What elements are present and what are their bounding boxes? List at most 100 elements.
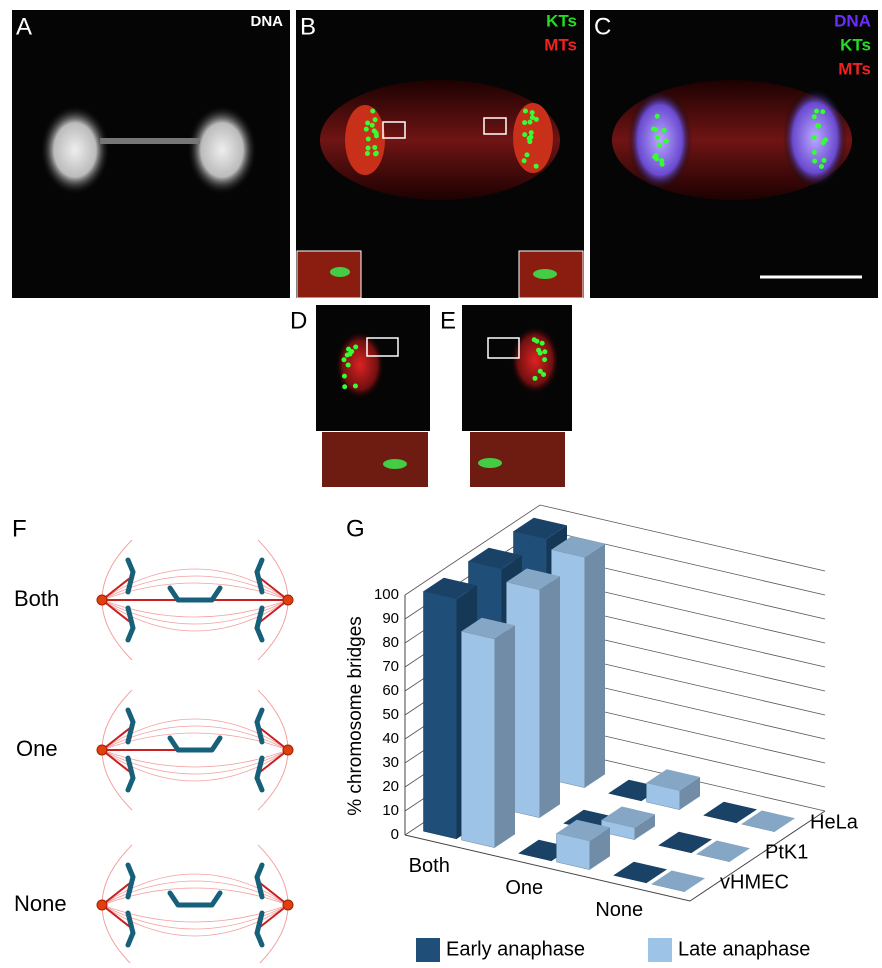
x-tick-label: One (505, 877, 543, 899)
kinetochore (366, 136, 371, 141)
centrosome (283, 900, 293, 910)
pole (335, 330, 385, 400)
kinetochore (341, 357, 346, 362)
bridge-chromosome (170, 588, 220, 600)
grid-line (405, 505, 825, 595)
kinetochore (534, 117, 539, 122)
y-tick-label: 60 (382, 682, 399, 699)
figure: A DNA B KTs MTs C DNA KTs MTs D E F G Bo… (0, 0, 882, 963)
kinetochore (523, 109, 528, 114)
spindle-diagram: Both (14, 540, 293, 660)
kinetochore (372, 145, 377, 150)
kinetochore (383, 459, 407, 469)
kinetochore (540, 341, 545, 346)
centrosome (283, 745, 293, 755)
kinetochore (364, 127, 369, 132)
panel-d (316, 305, 430, 487)
y-tick-label: 30 (382, 754, 399, 771)
kinetochore (366, 146, 371, 151)
kinetochore (353, 383, 358, 388)
y-tick-label: 50 (382, 706, 399, 723)
row-label: None (14, 891, 67, 916)
kinetochore (373, 151, 378, 156)
depth-label: PtK1 (765, 841, 808, 863)
bar-side (540, 576, 560, 818)
kinetochore (522, 120, 527, 125)
panel-label: A (16, 13, 32, 40)
kinetochore (346, 347, 351, 352)
kinetochore (528, 135, 533, 140)
kinetochore (342, 374, 347, 379)
kinetochore (365, 151, 370, 156)
bar-front (424, 591, 457, 839)
kinetochore (533, 269, 557, 279)
panel-label: B (300, 13, 316, 40)
kinetochore (812, 135, 817, 140)
y-axis-label: % chromosome bridges (345, 616, 366, 816)
kinetochore (652, 154, 657, 159)
kinetochore (522, 132, 527, 137)
panel-label: D (290, 307, 307, 334)
kinetochore (820, 109, 825, 114)
kinetochore (542, 349, 547, 354)
panel-label: C (594, 13, 611, 40)
pole (510, 325, 560, 395)
y-tick-label: 0 (391, 826, 399, 843)
chromatin (40, 105, 110, 195)
centrosome (283, 595, 293, 605)
spindle-diagram: One (16, 690, 293, 810)
kinetochore (353, 344, 358, 349)
kinetochore (527, 120, 532, 125)
row-label: Both (14, 586, 59, 611)
y-tick-label: 90 (382, 610, 399, 627)
row-label: One (16, 736, 58, 761)
legend-label: Early anaphase (446, 938, 585, 960)
bar-side (585, 544, 605, 788)
bridge (100, 138, 200, 144)
legend-swatch (416, 938, 440, 962)
bar-side (495, 625, 515, 847)
y-tick-label: 100 (374, 586, 399, 603)
bridge-chromosome (170, 738, 220, 750)
kinetochore (815, 123, 820, 128)
kinetochore (814, 109, 819, 114)
kinetochore (342, 384, 347, 389)
x-tick-label: Both (409, 855, 450, 877)
kinetochore (370, 123, 375, 128)
panel-e (462, 305, 572, 487)
kinetochore (522, 158, 527, 163)
kinetochore (662, 128, 667, 133)
depth-label: HeLa (810, 811, 859, 833)
kinetochore (346, 363, 351, 368)
kinetochore (345, 353, 350, 358)
panel-label: E (440, 307, 456, 334)
kinetochore (657, 143, 662, 148)
channel-label: DNA (834, 11, 871, 30)
panel-a (12, 10, 290, 298)
bar-front (462, 631, 495, 848)
channel-label: MTs (544, 35, 577, 54)
kinetochore (812, 150, 817, 155)
kinetochore (534, 164, 539, 169)
channel-label: KTs (546, 11, 577, 30)
y-tick-label: 40 (382, 730, 399, 747)
kinetochore (365, 121, 370, 126)
spindle-diagram: None (14, 845, 293, 963)
channel-label: DNA (251, 13, 284, 30)
kinetochore (655, 114, 660, 119)
kinetochore (664, 139, 669, 144)
y-tick-label: 80 (382, 634, 399, 651)
kinetochore (823, 138, 828, 143)
centrosome (97, 900, 107, 910)
chromatin (187, 105, 257, 195)
inset (322, 432, 428, 487)
kinetochore (478, 458, 502, 468)
kinetochore (532, 337, 537, 342)
panel-label: G (346, 515, 365, 542)
y-tick-label: 10 (382, 802, 399, 819)
kinetochore (524, 152, 529, 157)
pole (345, 105, 385, 175)
kinetochore (330, 267, 350, 277)
y-tick-label: 70 (382, 658, 399, 675)
bridge-chromosome (170, 893, 220, 905)
